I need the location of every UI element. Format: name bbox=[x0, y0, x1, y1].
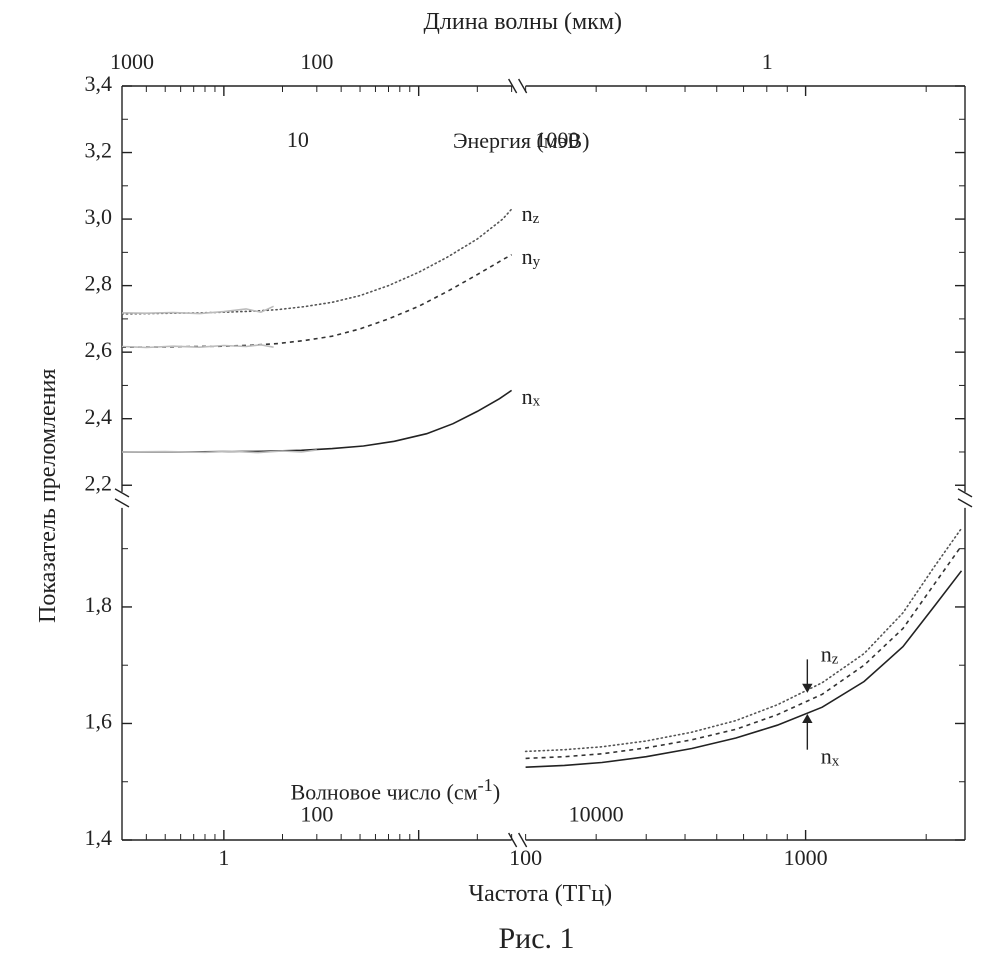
series-label-ny_thz: ny bbox=[522, 244, 541, 270]
series-nx_thz bbox=[122, 390, 512, 452]
svg-text:2,8: 2,8 bbox=[85, 271, 113, 296]
svg-text:3,0: 3,0 bbox=[85, 204, 113, 229]
energy-axis-title: Энергия (мэВ) bbox=[453, 130, 589, 152]
svg-text:n: n bbox=[522, 384, 533, 409]
svg-text:n: n bbox=[522, 244, 533, 269]
svg-text:z: z bbox=[533, 211, 540, 227]
svg-text:10: 10 bbox=[287, 127, 309, 152]
figure-container: 1 100 1000 1000 100 1 2,2 2,4 2,6 2,8 3,0 3,2 3,4 1,4… bbox=[0, 0, 999, 968]
wavenumber-axis-text: Волновое число (см bbox=[291, 779, 478, 804]
series-nz_opt bbox=[526, 528, 962, 751]
svg-text:1,8: 1,8 bbox=[85, 592, 113, 617]
top-axis-title: Длина волны (мкм) bbox=[424, 10, 623, 34]
svg-text:3,2: 3,2 bbox=[85, 138, 113, 163]
y-axis-title: Показатель преломления bbox=[36, 369, 60, 623]
svg-text:1: 1 bbox=[762, 49, 773, 74]
series-label-nx_thz: nx bbox=[522, 384, 541, 410]
wavenumber-axis-super: -1 bbox=[478, 775, 493, 795]
svg-text:1: 1 bbox=[218, 845, 229, 870]
svg-text:1,4: 1,4 bbox=[85, 825, 113, 850]
svg-text:3,4: 3,4 bbox=[85, 71, 113, 96]
svg-text:2,4: 2,4 bbox=[85, 404, 113, 429]
series-ny_thz bbox=[122, 255, 512, 348]
svg-text:n: n bbox=[821, 743, 832, 768]
svg-text:100: 100 bbox=[300, 49, 333, 74]
wavenumber-axis-title: Волновое число (см-1) bbox=[291, 776, 501, 803]
series-nx_opt bbox=[526, 571, 962, 767]
series-label-nz_thz: nz bbox=[522, 201, 540, 227]
svg-text:z: z bbox=[832, 651, 839, 667]
svg-text:1,6: 1,6 bbox=[85, 709, 113, 734]
svg-text:x: x bbox=[533, 394, 541, 410]
svg-text:n: n bbox=[821, 642, 832, 667]
svg-text:2,2: 2,2 bbox=[85, 470, 113, 495]
svg-text:n: n bbox=[522, 201, 533, 226]
svg-text:y: y bbox=[533, 254, 541, 270]
svg-text:2,6: 2,6 bbox=[85, 337, 113, 362]
x-axis-title: Частота (ТГц) bbox=[469, 882, 613, 906]
series-nz_thz bbox=[122, 209, 512, 314]
svg-text:10000: 10000 bbox=[569, 802, 624, 827]
series-label-nz_opt: nz bbox=[821, 642, 839, 668]
svg-text:1000: 1000 bbox=[784, 845, 828, 870]
wavenumber-axis-tail: ) bbox=[493, 779, 500, 804]
svg-text:100: 100 bbox=[300, 802, 333, 827]
figure-caption: Рис. 1 bbox=[499, 924, 575, 954]
svg-text:100: 100 bbox=[509, 845, 542, 870]
svg-text:1000: 1000 bbox=[110, 49, 154, 74]
svg-text:x: x bbox=[832, 753, 840, 769]
series-label-nx_opt: nx bbox=[821, 743, 840, 769]
